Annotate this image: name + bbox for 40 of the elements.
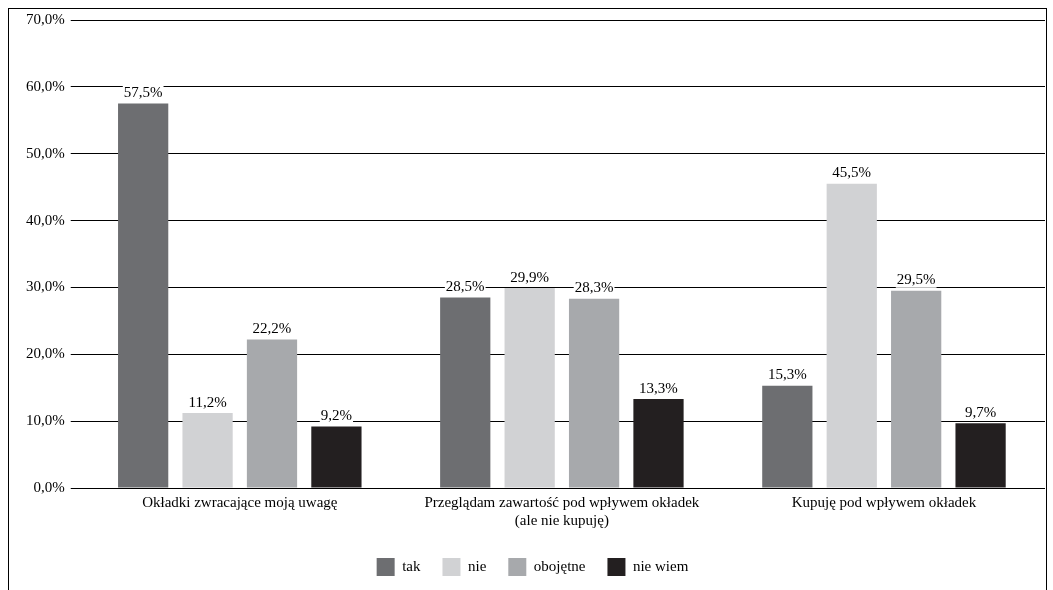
data-label: 45,5% [832,164,872,181]
data-label: 9,2% [320,406,353,423]
data-label: 57,5% [123,84,163,101]
category-label: (ale nie kupuję) [514,511,609,528]
y-tick-label: 70,0% [26,10,65,27]
bar [440,297,491,488]
data-label: 13,3% [639,379,678,396]
data-label: 29,5% [896,271,936,288]
bar [182,413,233,488]
category-label: Przeglądam zawartość pod wpływem okładek [424,493,700,510]
data-label: 28,3% [574,279,614,296]
bar [246,339,298,488]
legend-label: obojętne [533,557,586,574]
y-tick-label: 60,0% [26,77,65,94]
y-tick-label: 0,0% [33,478,65,495]
x-tick-label: Okładki zwracające moją uwagę [142,493,338,510]
legend-label: tak [402,557,421,574]
bar [504,288,555,488]
y-tick-label: 30,0% [26,278,65,295]
y-tick-label: 20,0% [26,345,65,362]
bar [891,290,942,488]
bar [118,103,169,488]
data-label: 22,2% [252,320,292,337]
data-label: 28,5% [445,277,485,294]
data-label: 11,2% [188,393,227,410]
y-tick-label: 40,0% [26,211,65,228]
legend-label: nie wiem [632,557,689,574]
x-tick-label: Kupuję pod wpływem okładek [791,493,977,510]
y-tick-label: 10,0% [26,412,65,429]
bar [568,298,620,488]
bar [311,426,362,488]
data-label: 15,3% [767,366,807,383]
bar [826,183,877,488]
bar [762,385,813,488]
bar [955,423,1006,488]
data-label: 29,9% [510,268,550,285]
legend-label: nie [467,557,487,574]
bar [633,399,684,488]
data-label: 9,7% [964,403,997,420]
y-tick-label: 50,0% [26,144,65,161]
